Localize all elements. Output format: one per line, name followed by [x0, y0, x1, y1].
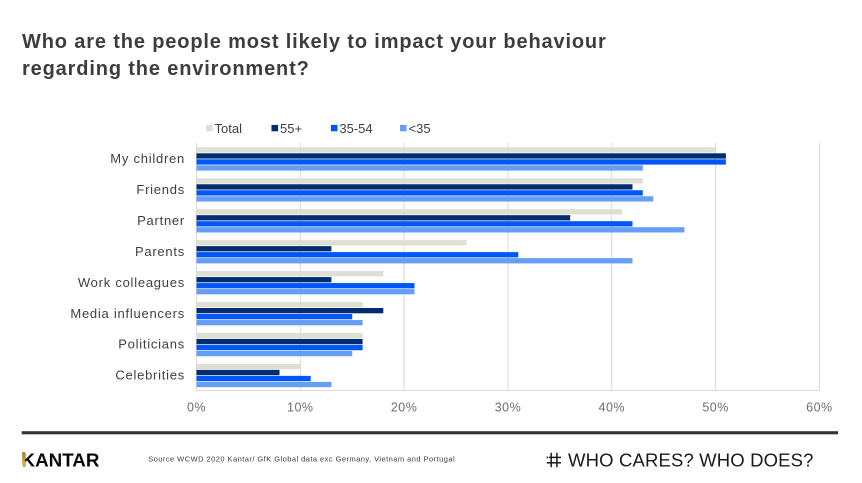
svg-text:Friends: Friends — [136, 182, 185, 197]
svg-text:0%: 0% — [187, 401, 206, 415]
svg-text:Source WCWD 2020 Kantar/ GfK G: Source WCWD 2020 Kantar/ GfK Global data… — [148, 455, 455, 464]
svg-text:10%: 10% — [287, 401, 314, 415]
svg-text:KANTAR: KANTAR — [22, 449, 100, 470]
svg-text:Work colleagues: Work colleagues — [78, 275, 185, 290]
svg-text:Who are the people most likely: Who are the people most likely to impact… — [22, 31, 607, 53]
svg-text:30%: 30% — [495, 401, 522, 415]
svg-text:20%: 20% — [391, 401, 418, 415]
svg-text:Politicians: Politicians — [118, 337, 185, 352]
svg-text:Parents: Parents — [135, 244, 185, 259]
svg-text:40%: 40% — [599, 401, 626, 415]
svg-text:WHO CARES? WHO DOES?: WHO CARES? WHO DOES? — [568, 449, 814, 470]
svg-text:Partner: Partner — [137, 213, 185, 228]
svg-text:regarding the environment?: regarding the environment? — [22, 58, 310, 80]
svg-text:35-54: 35-54 — [339, 121, 372, 136]
svg-text:My children: My children — [110, 151, 185, 166]
svg-text:Media influencers: Media influencers — [70, 306, 185, 321]
svg-text:50%: 50% — [702, 401, 729, 415]
svg-text:<35: <35 — [409, 121, 431, 136]
svg-text:60%: 60% — [806, 401, 833, 415]
svg-text:Total: Total — [215, 121, 243, 136]
svg-text:Celebrities: Celebrities — [115, 368, 185, 383]
svg-text:55+: 55+ — [280, 121, 302, 136]
